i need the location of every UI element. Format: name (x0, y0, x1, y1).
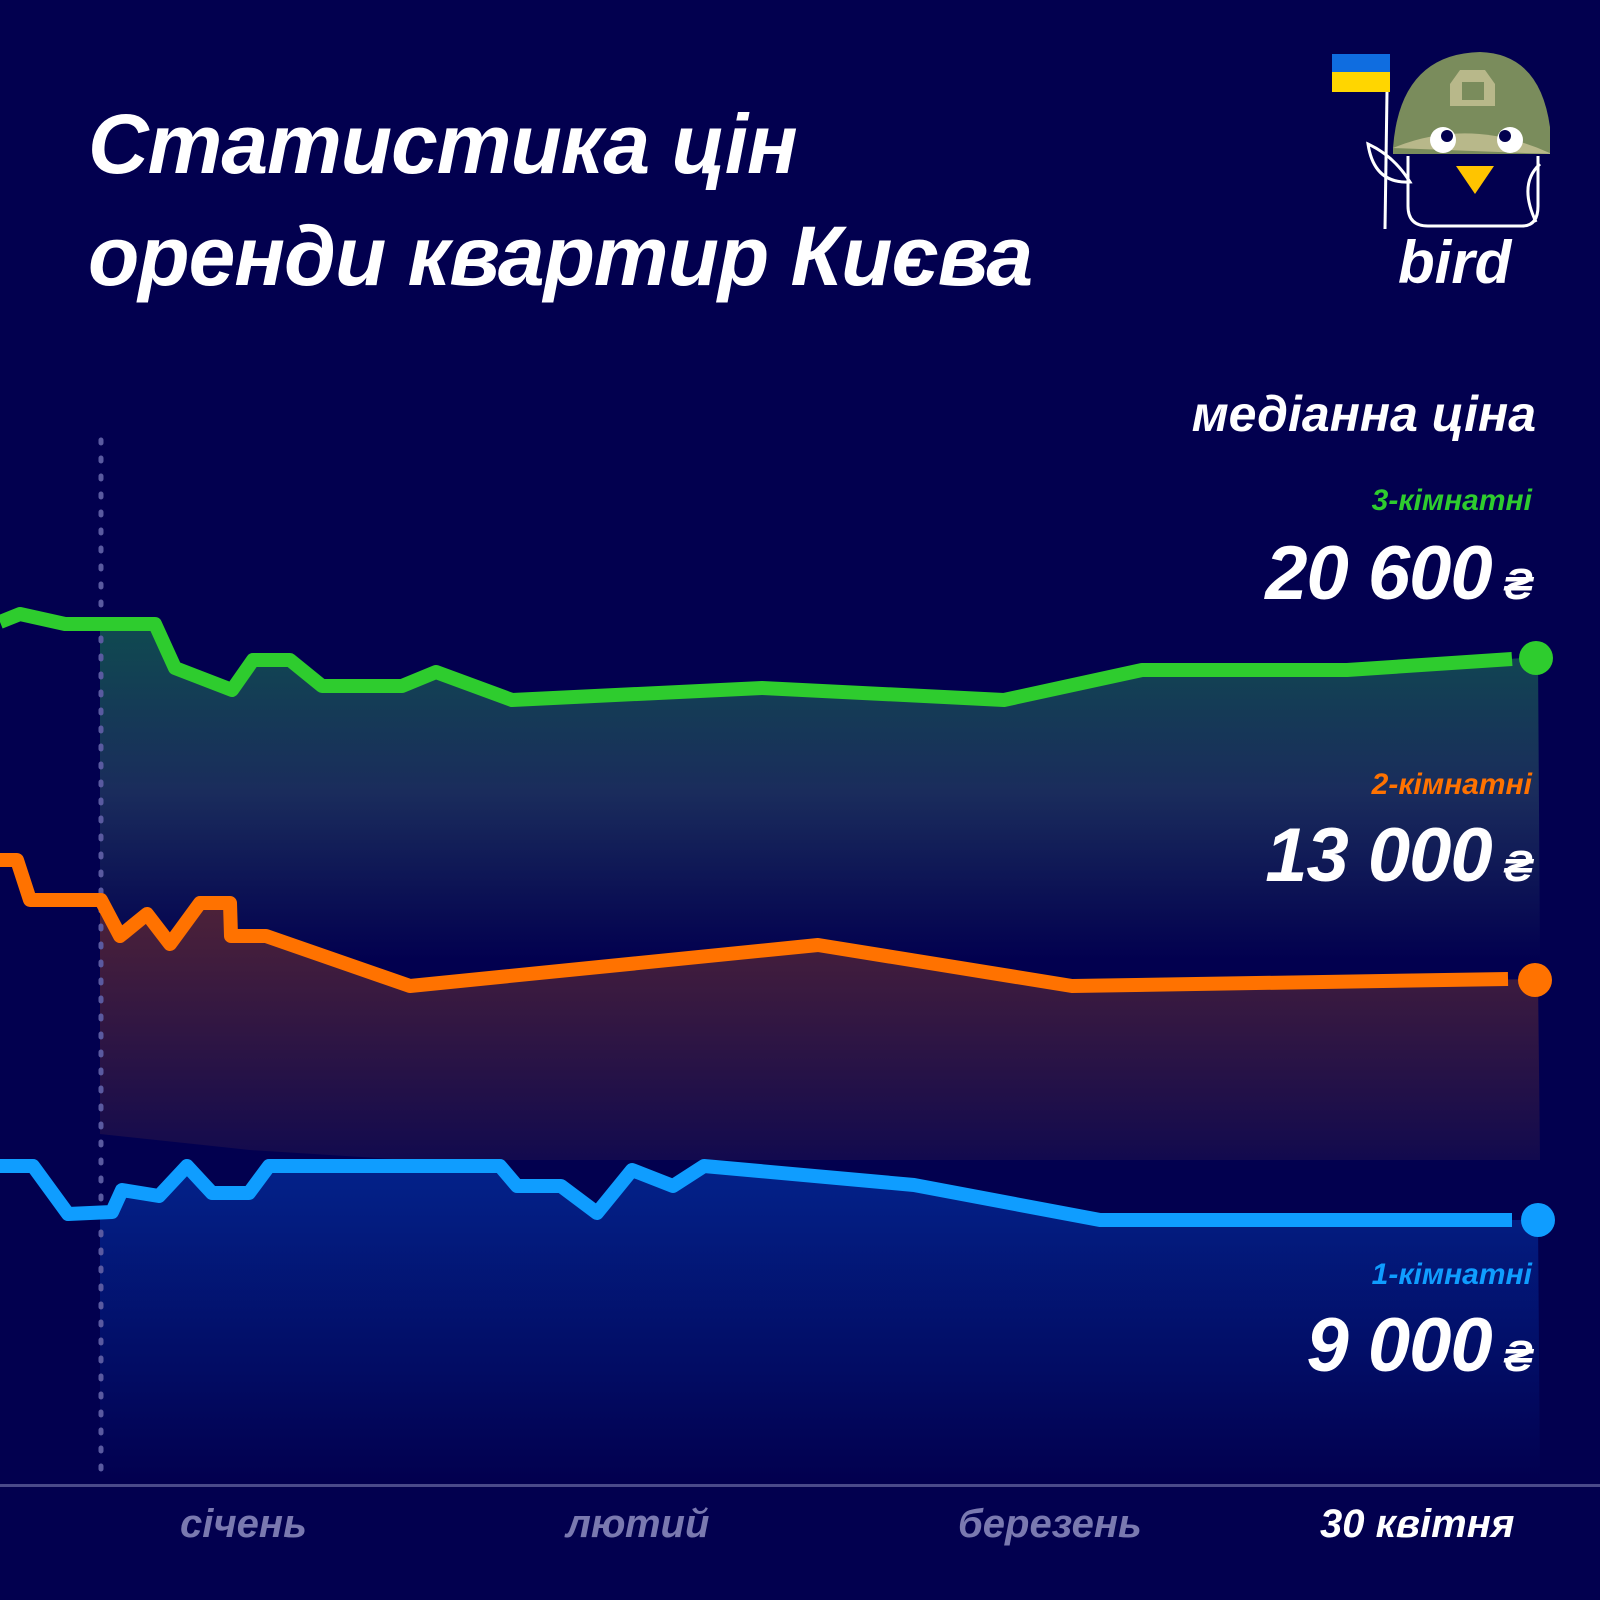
x-tick-march: березень (958, 1502, 1142, 1546)
x-tick-february: лютий (566, 1502, 710, 1546)
ukraine-flag-icon (1332, 54, 1390, 72)
fill-1-room (100, 1166, 1540, 1480)
logo-wordmark: bird (1398, 229, 1512, 296)
endpoint-2-room (1518, 963, 1552, 997)
page-title: Статистика цін оренди квартир Києва (88, 88, 1033, 312)
series-label-1-room: 1-кімнатні (1371, 1258, 1532, 1291)
fill-3-room (100, 624, 1540, 960)
hryvnia-icon: ₴ (1503, 1332, 1533, 1381)
title-line-2: оренди квартир Києва (88, 209, 1033, 303)
value-amount: 9 000 (1306, 1303, 1492, 1388)
title-line-1: Статистика цін (88, 97, 798, 191)
value-amount: 13 000 (1265, 813, 1492, 898)
series-value-1-room: 9 000 ₴ (1306, 1302, 1533, 1389)
x-tick-april-30: 30 квітня (1320, 1502, 1515, 1546)
line-2-room (0, 853, 1509, 993)
series-value-3-room: 20 600 ₴ (1265, 530, 1533, 617)
x-axis-line (0, 1484, 1600, 1487)
endpoint-1-room (1521, 1203, 1555, 1237)
median-price-subtitle: медіанна ціна (1191, 386, 1536, 442)
line-3-room (0, 607, 1513, 707)
bird-logo-icon (1332, 52, 1550, 230)
hryvnia-icon: ₴ (1503, 560, 1533, 609)
value-amount: 20 600 (1265, 531, 1492, 616)
series-label-3-room: 3-кімнатні (1371, 484, 1532, 517)
series-value-2-room: 13 000 ₴ (1265, 812, 1533, 899)
line-1-room (0, 1159, 1512, 1227)
fill-2-room (100, 900, 1540, 1160)
series-label-2-room: 2-кімнатні (1371, 768, 1532, 801)
endpoint-3-room (1519, 641, 1553, 675)
hryvnia-icon: ₴ (1503, 842, 1533, 891)
x-tick-january: січень (180, 1502, 307, 1546)
